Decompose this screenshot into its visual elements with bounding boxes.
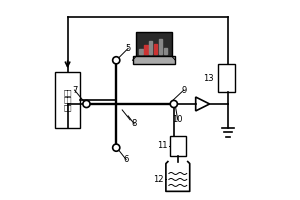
Text: 5: 5: [125, 44, 131, 53]
FancyBboxPatch shape: [218, 64, 236, 92]
Text: 高压
发生
装置: 高压 发生 装置: [63, 89, 72, 111]
Text: 7: 7: [72, 86, 77, 95]
Bar: [154, 44, 158, 54]
Text: 13: 13: [203, 74, 214, 83]
Text: 9: 9: [181, 86, 186, 95]
Bar: [149, 41, 152, 54]
Text: 6: 6: [124, 155, 129, 164]
FancyBboxPatch shape: [170, 136, 186, 156]
Text: 8: 8: [131, 119, 137, 128]
FancyBboxPatch shape: [55, 72, 80, 128]
FancyBboxPatch shape: [133, 56, 176, 64]
Circle shape: [113, 144, 120, 151]
Text: 12: 12: [153, 175, 164, 184]
Circle shape: [83, 100, 90, 108]
Text: 10: 10: [172, 115, 183, 124]
Bar: [159, 39, 162, 54]
Bar: [164, 48, 167, 54]
Bar: [144, 45, 148, 54]
Bar: [139, 49, 142, 54]
FancyBboxPatch shape: [136, 32, 172, 57]
Circle shape: [170, 100, 177, 108]
Text: 11: 11: [158, 141, 168, 150]
Circle shape: [113, 57, 120, 64]
